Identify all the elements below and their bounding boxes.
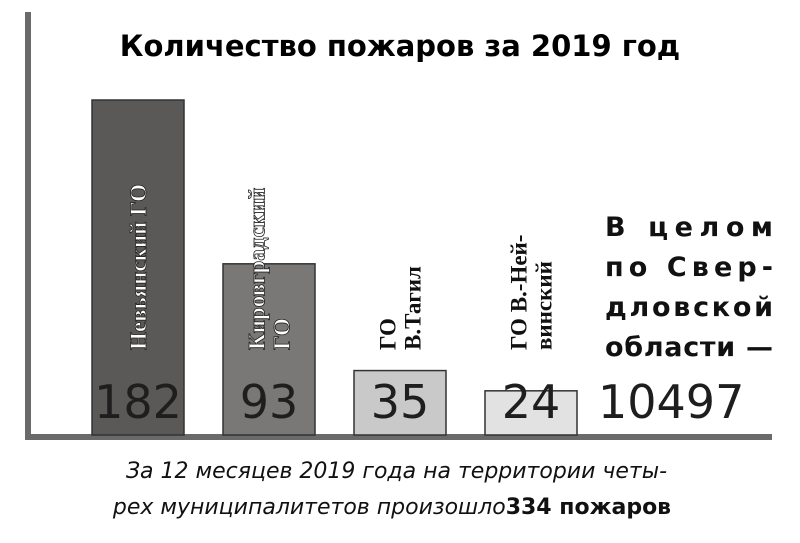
bar-category-label: ГО (270, 318, 295, 350)
bar (353, 369, 447, 436)
bar (222, 263, 316, 436)
chart-title: Количество пожаров за 2019 год (120, 29, 680, 63)
value-label: 35 (371, 375, 430, 429)
total-text: области — (605, 332, 773, 363)
axis (25, 12, 772, 440)
bar (91, 99, 185, 436)
bar-category-label: винский (532, 261, 557, 350)
footnote: За 12 месяцев 2019 года на территории че… (112, 459, 674, 520)
bar (484, 390, 578, 436)
footnote-bold: 334 пожаров (506, 495, 671, 520)
value-label: 93 (240, 375, 299, 429)
total-text: дловской (605, 292, 773, 323)
bar-category-label: Кировградский (245, 188, 270, 350)
footnote-line: За 12 месяцев 2019 года на территории че… (126, 459, 667, 484)
value-label: 182 (94, 375, 182, 429)
total-value: 10497 (598, 375, 744, 429)
bar-category-label: ГО (376, 318, 401, 350)
bar-category-label: Невьянский ГО (126, 184, 151, 350)
bar-category-label: ГО В.-Ней- (507, 235, 532, 350)
bar-category-label: В.Тагил (401, 266, 426, 350)
footnote-line: рех муниципалитетов произошло (112, 495, 506, 520)
value-label: 24 (502, 375, 561, 429)
